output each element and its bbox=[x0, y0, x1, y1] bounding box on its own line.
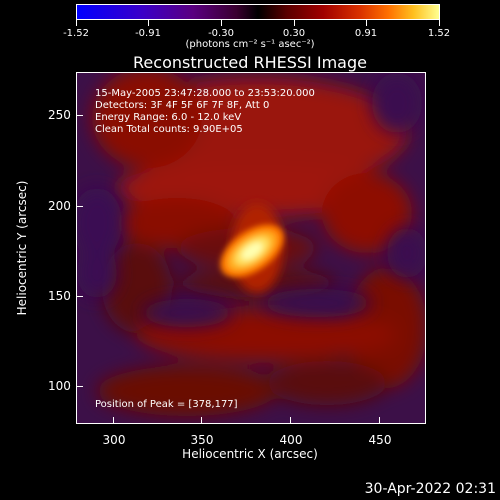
peak-position-label: Position of Peak = [378,177] bbox=[95, 399, 238, 410]
y-tick-label: 200 bbox=[48, 199, 71, 213]
colorbar-tick bbox=[76, 20, 77, 26]
y-tick-mark bbox=[76, 386, 83, 387]
x-tick-label: 350 bbox=[190, 433, 214, 447]
colorbar-tick bbox=[148, 20, 149, 26]
datestamp: 30-Apr-2022 02:31 bbox=[364, 481, 496, 497]
y-tick-mark bbox=[76, 115, 83, 116]
colorbar-tick-label: -1.52 bbox=[63, 28, 89, 39]
colorbar-tick-label: 0.30 bbox=[282, 28, 306, 39]
y-tick-label: 150 bbox=[48, 289, 71, 303]
colorbar-tick-label: -0.30 bbox=[208, 28, 234, 39]
info-energy-range: Energy Range: 6.0 - 12.0 keV bbox=[95, 112, 242, 123]
x-tick-label: 300 bbox=[102, 433, 126, 447]
colorbar-tick bbox=[294, 20, 295, 26]
rhessi-image-canvas bbox=[77, 73, 425, 423]
x-tick-mark bbox=[379, 417, 380, 424]
info-total-counts: Clean Total counts: 9.90E+05 bbox=[95, 124, 243, 135]
y-tick-label: 100 bbox=[48, 379, 71, 393]
colorbar-tick-label: 1.52 bbox=[427, 28, 451, 39]
colorbar-tick-label: 0.91 bbox=[354, 28, 378, 39]
plot-title: Reconstructed RHESSI Image bbox=[133, 53, 367, 72]
colorbar bbox=[76, 4, 440, 20]
colorbar-tick bbox=[439, 20, 440, 26]
colorbar-units-label: (photons cm⁻² s⁻¹ asec⁻²) bbox=[185, 39, 315, 50]
x-axis-label: Heliocentric X (arcsec) bbox=[182, 447, 318, 461]
x-tick-mark bbox=[290, 417, 291, 424]
info-time-range: 15-May-2005 23:47:28.000 to 23:53:20.000 bbox=[95, 88, 315, 99]
x-tick-label: 400 bbox=[279, 433, 303, 447]
x-tick-label: 450 bbox=[368, 433, 392, 447]
y-axis-label: Heliocentric Y (arcsec) bbox=[15, 180, 29, 316]
colorbar-tick bbox=[366, 20, 367, 26]
y-tick-label: 250 bbox=[48, 108, 71, 122]
x-tick-mark bbox=[201, 417, 202, 424]
colorbar-tick bbox=[221, 20, 222, 26]
colorbar-tick-label: -0.91 bbox=[135, 28, 161, 39]
x-tick-mark bbox=[113, 417, 114, 424]
info-detectors: Detectors: 3F 4F 5F 6F 7F 8F, Att 0 bbox=[95, 100, 270, 111]
rhessi-image: 15-May-2005 23:47:28.000 to 23:53:20.000… bbox=[76, 72, 426, 424]
y-tick-mark bbox=[76, 206, 83, 207]
y-tick-mark bbox=[76, 296, 83, 297]
